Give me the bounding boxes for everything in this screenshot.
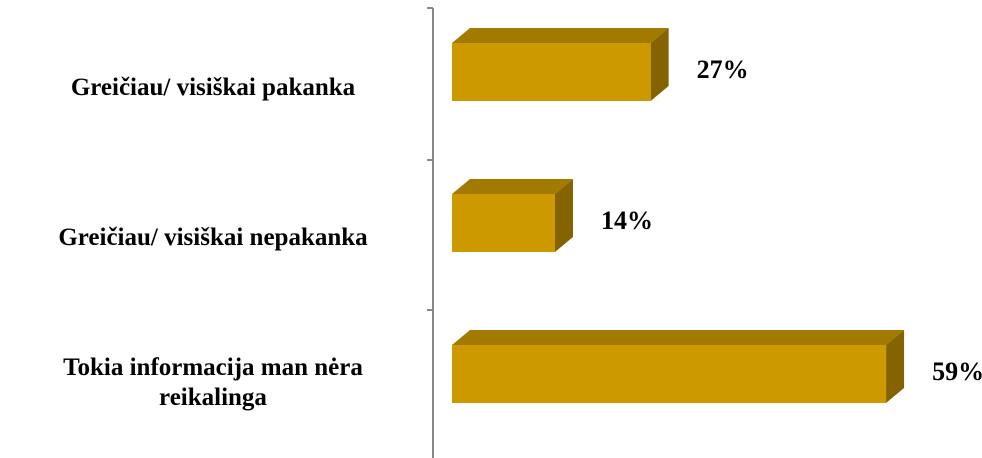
category-label: Greičiau/ visiškai pakanka bbox=[70, 74, 356, 101]
value-label: 14% bbox=[601, 206, 653, 235]
bar-side bbox=[650, 28, 669, 101]
bar bbox=[452, 345, 887, 403]
value-label: 27% bbox=[697, 55, 749, 84]
bar bbox=[452, 43, 651, 101]
bar-side bbox=[886, 330, 905, 403]
category-label: Tokia informacija man nėra reikalinga bbox=[63, 354, 363, 411]
category-label: Greičiau/ visiškai nepakanka bbox=[58, 224, 368, 251]
bar-top bbox=[452, 179, 573, 194]
bar-top bbox=[452, 28, 669, 43]
value-label: 59% bbox=[932, 357, 982, 386]
bar bbox=[452, 194, 555, 252]
bar-side bbox=[555, 179, 573, 252]
bar-top bbox=[452, 330, 905, 345]
